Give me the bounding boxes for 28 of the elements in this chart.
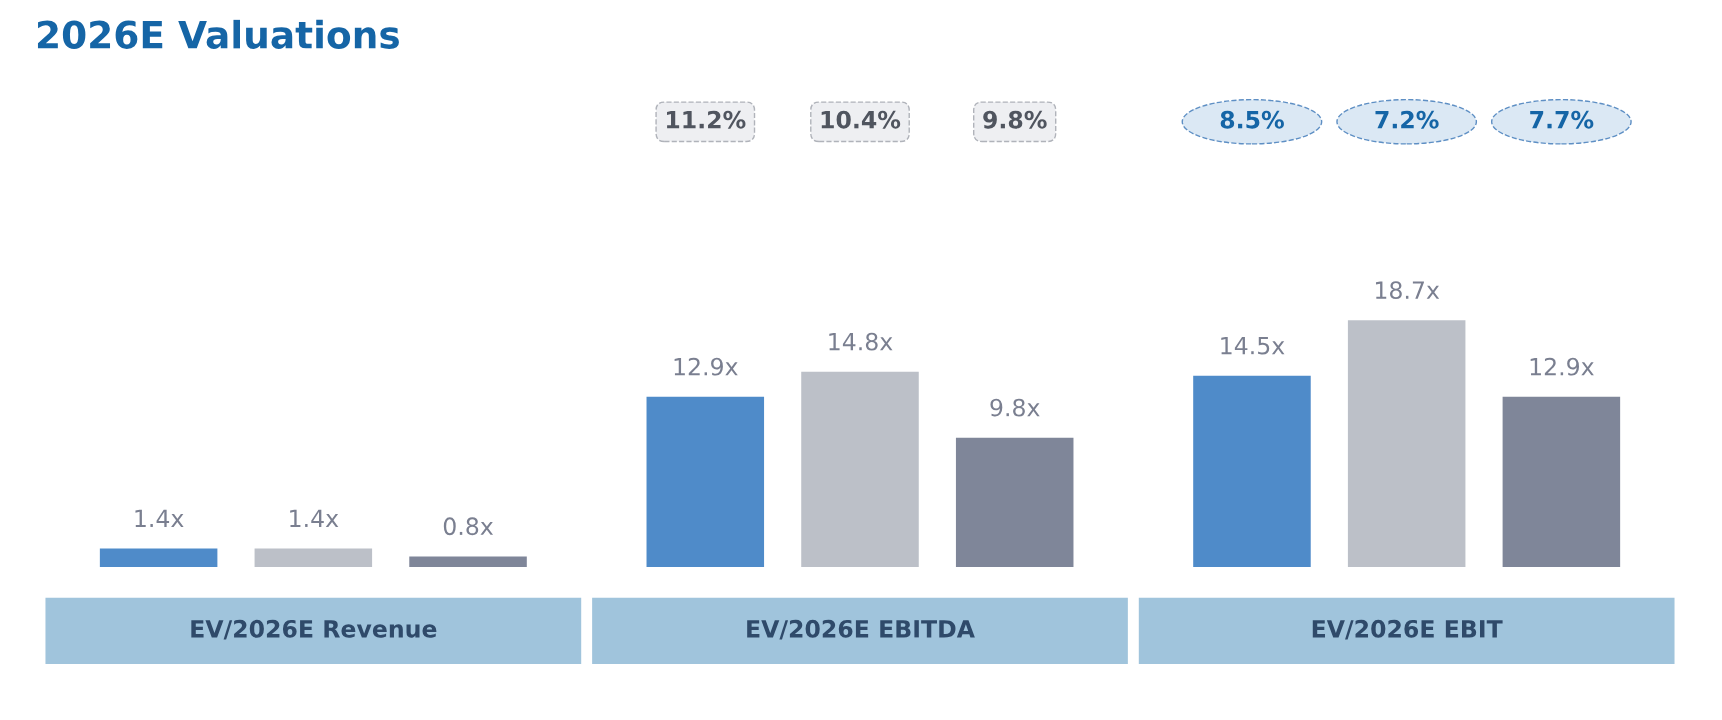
- chart-title: 2026E Valuations: [37, 19, 399, 49]
- text: 10.4%: [821, 110, 901, 129]
- text: 8.5%: [1220, 110, 1284, 129]
- bar: [1347, 320, 1466, 567]
- data-label: 14.8x: [829, 332, 893, 351]
- text: 7.2%: [1375, 110, 1439, 129]
- bar: [801, 371, 919, 567]
- bar: [254, 548, 373, 567]
- data-label: 14.5x: [1221, 336, 1285, 355]
- bar: [646, 396, 765, 567]
- bar: [409, 556, 527, 567]
- data-label: 1.4x: [290, 509, 339, 527]
- x-tick-label: EV/2026E EBITDA: [747, 619, 975, 640]
- data-label: 9.8x: [990, 398, 1040, 417]
- data-label: 12.9x: [674, 357, 738, 376]
- data-label: 0.8x: [443, 517, 494, 536]
- text: 9.8%: [983, 110, 1047, 129]
- x-tick-label: EV/2026E Revenue: [191, 619, 437, 640]
- data-label: 12.9x: [1530, 357, 1594, 376]
- bar: [99, 548, 218, 567]
- data-label: 1.4x: [135, 509, 184, 527]
- text: 11.2%: [667, 110, 746, 129]
- bar: [1193, 375, 1311, 567]
- bar: [1502, 396, 1621, 567]
- data-label: 18.7x: [1375, 281, 1440, 300]
- x-tick-label: EV/2026E EBIT: [1312, 619, 1503, 640]
- bar: [955, 437, 1074, 567]
- text: 7.7%: [1530, 110, 1594, 129]
